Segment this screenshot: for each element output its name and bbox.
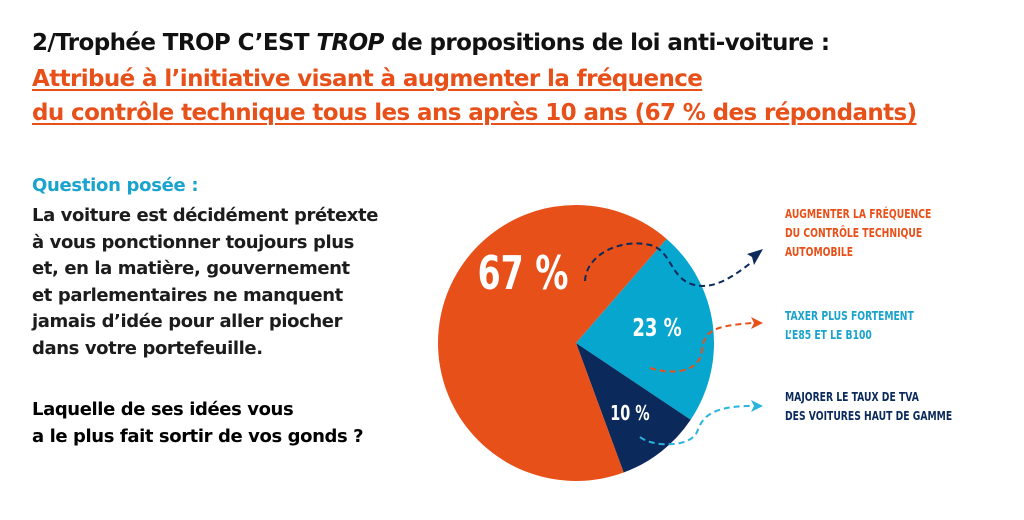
title-text: 2/Trophée TROP C’EST (32, 30, 317, 56)
subtitle-line-1: Attribué à l’initiative visant à augment… (32, 66, 703, 92)
question-line: dans votre portefeuille. (32, 337, 263, 359)
legend-line: MAJORER LE TAUX DE TVA (785, 389, 919, 404)
title-text-end: de propositions de loi anti-voiture : (383, 30, 830, 56)
legend-line: L’E85 ET LE B100 (785, 327, 872, 342)
pie-slice-2 (576, 343, 691, 473)
pie-label-1: 23 % (632, 314, 681, 343)
subtitle-line-2: du contrôle technique tous les ans après… (32, 100, 917, 126)
page-title: 2/Trophée TROP C’EST TROP de proposition… (32, 30, 830, 56)
question-line: et parlementaires ne manquent (32, 284, 343, 306)
question-ask-line: Laquelle de ses idées vous (32, 399, 294, 420)
legend-item-1: TAXER PLUS FORTEMENT L’E85 ET LE B100 (785, 306, 914, 344)
legend-line: AUGMENTER LA FRÉQUENCE (785, 206, 932, 221)
connector-line-1 (649, 322, 753, 373)
legend-line: DES VOITURES HAUT DE GAMME (785, 408, 953, 423)
pie-slice-1 (576, 238, 714, 420)
legend-line: TAXER PLUS FORTEMENT (785, 308, 914, 323)
connector-line-2 (639, 405, 753, 446)
legend-item-0: AUGMENTER LA FRÉQUENCE DU CONTRÔLE TECHN… (785, 204, 931, 261)
pie-slice-0 (438, 205, 667, 481)
arrow-head-icon (751, 317, 763, 329)
question-line: La voiture est décidément prétexte (32, 205, 378, 226)
arrow-head-icon (747, 249, 763, 265)
legend-item-2: MAJORER LE TAUX DE TVA DES VOITURES HAUT… (785, 387, 952, 425)
pie-label-0: 67 % (478, 248, 569, 301)
legend-line: DU CONTRÔLE TECHNIQUE (785, 225, 923, 240)
connector-line-0 (584, 242, 753, 287)
legend-line: AUTOMOBILE (785, 244, 854, 259)
arrow-head-icon (751, 400, 763, 412)
question-text: La voiture est décidément prétexte à vou… (32, 203, 378, 362)
question-line: et, en la matière, gouvernement (32, 258, 350, 279)
question-line: à vous ponctionner toujours plus (32, 231, 354, 253)
question-ask-line: a le plus fait sortir de vos gonds ? (32, 425, 364, 447)
title-italic-text: TROP (316, 30, 384, 56)
pie-label-2: 10 % (610, 403, 649, 426)
question-label: Question posée : (32, 175, 199, 196)
question-line: jamais d’idée pour aller piocher (32, 311, 343, 332)
question-ask: Laquelle de ses idées vous a le plus fai… (32, 397, 364, 450)
